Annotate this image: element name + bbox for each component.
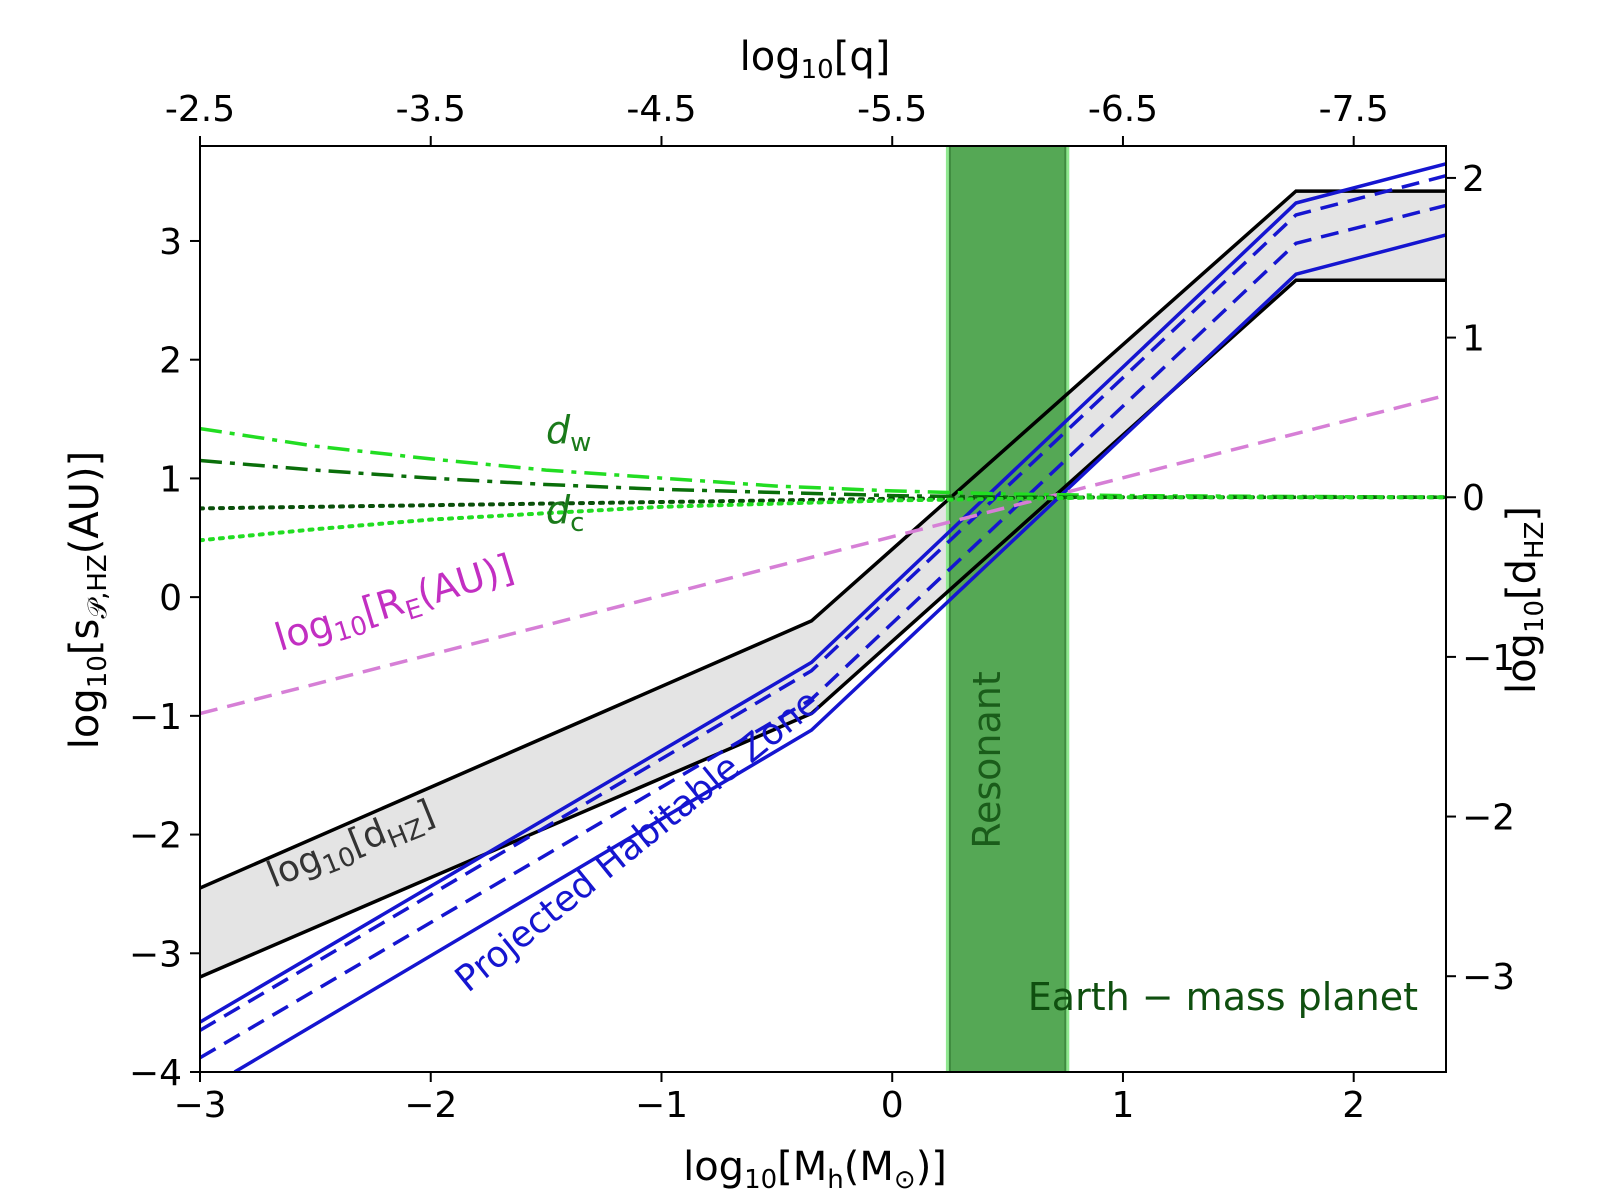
top-axis-label: log10[q] bbox=[740, 34, 891, 85]
top-tick-label: -5.5 bbox=[857, 89, 927, 130]
series-line-d-w-bright bbox=[200, 426, 1446, 499]
resonant-band-layer bbox=[945, 145, 1070, 1073]
top-tick-label: -4.5 bbox=[626, 89, 696, 130]
x-tick-label: −3 bbox=[173, 1085, 226, 1126]
series-line-d-w-dark bbox=[200, 458, 1446, 499]
y2-axis-label: log10[dHZ] bbox=[1499, 506, 1550, 694]
x-axis-label: log10[Mh(M⊙)] bbox=[683, 1144, 947, 1195]
series-line-hz-outer-solid bbox=[200, 162, 1446, 1024]
top-tick-label: -3.5 bbox=[396, 89, 466, 130]
ticks-layer: −3 −2 −1 0 1 2-2.5 -3.5 -4.5 -5.5 -6.5 -7.5−4−3−2−… bbox=[129, 89, 1515, 1126]
series-line-log10-r-e-au bbox=[200, 393, 1446, 716]
axes-frame-layer bbox=[199, 145, 1447, 1073]
y2-tick-label: 1 bbox=[1462, 319, 1485, 360]
y2-tick-label: 0 bbox=[1462, 478, 1485, 519]
series-line-hz-dashed-2 bbox=[200, 203, 1446, 1060]
resonant-band bbox=[948, 145, 1067, 1073]
annotation-earth-mass-planet: Earth − mass planet bbox=[1028, 975, 1418, 1019]
top-tick-label: -6.5 bbox=[1088, 89, 1158, 130]
top-tick-label: -2.5 bbox=[165, 89, 235, 130]
dhz-band-layer bbox=[200, 191, 1446, 978]
y-axis-label: log10[s𝒫,HZ(AU)] bbox=[62, 451, 113, 749]
y-tick-label: −2 bbox=[129, 816, 182, 857]
y-tick-label: 1 bbox=[159, 459, 182, 500]
series-line-hz-dashed-1 bbox=[200, 174, 1446, 1032]
y-tick-label: −3 bbox=[129, 934, 182, 975]
y-tick-label: 0 bbox=[159, 578, 182, 619]
series-layer bbox=[200, 162, 1446, 1072]
y-tick-label: −1 bbox=[129, 697, 182, 738]
y2-tick-label: 2 bbox=[1462, 159, 1485, 200]
y-tick-label: −4 bbox=[129, 1053, 182, 1094]
annotation-dw: dw bbox=[546, 408, 591, 458]
annotation-resonant: Resonant bbox=[965, 671, 1009, 848]
y-tick-label: 3 bbox=[159, 222, 182, 263]
y-tick-label: 2 bbox=[159, 341, 182, 382]
annotation-dc: dc bbox=[546, 488, 584, 538]
y2-tick-label: −2 bbox=[1462, 798, 1515, 839]
x-tick-label: −2 bbox=[404, 1085, 457, 1126]
x-tick-label: −1 bbox=[635, 1085, 688, 1126]
dhz-band bbox=[200, 191, 1446, 978]
plot-frame bbox=[199, 145, 1447, 1073]
series-line-d-c-dark bbox=[200, 495, 1446, 511]
series-line-d-c-bright bbox=[200, 495, 1446, 543]
y2-tick-label: −1 bbox=[1462, 638, 1515, 679]
series-line-hz-inner-solid bbox=[233, 233, 1446, 1072]
x-tick-label: 1 bbox=[1112, 1085, 1135, 1126]
series-line-d-hz-upper bbox=[200, 189, 1446, 890]
top-tick-label: -7.5 bbox=[1319, 89, 1389, 130]
y2-tick-label: −3 bbox=[1462, 957, 1515, 998]
x-tick-label: 2 bbox=[1342, 1085, 1365, 1126]
x-tick-label: 0 bbox=[881, 1085, 904, 1126]
